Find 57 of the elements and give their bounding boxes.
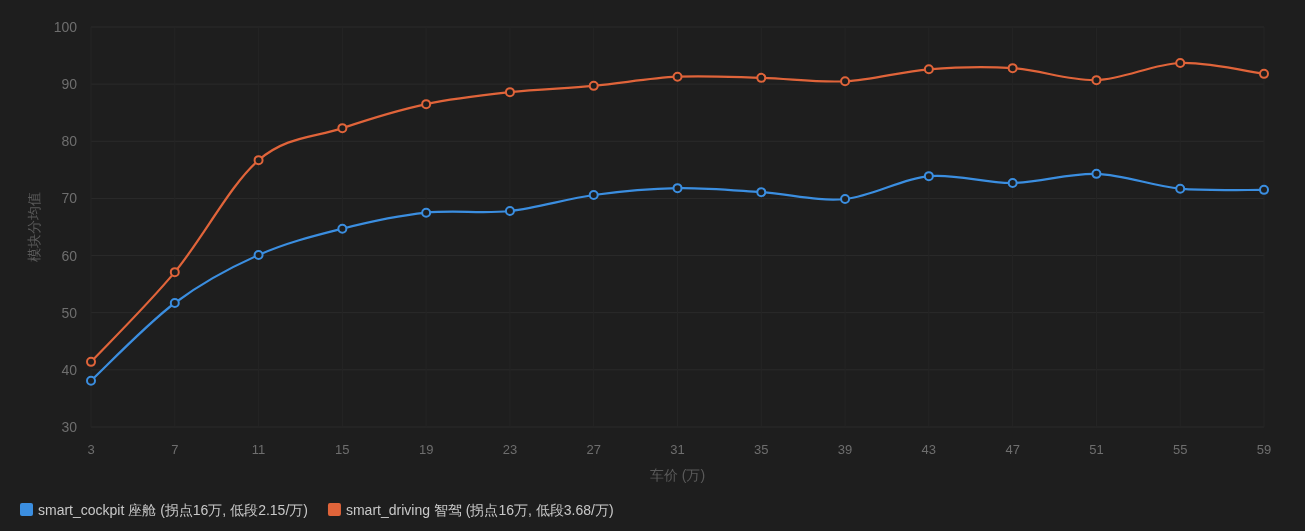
point: [756, 187, 767, 198]
x-tick-label: 47: [1005, 442, 1020, 457]
point: [1259, 68, 1269, 79]
legend-label: smart_driving 智驾 (拐点16万, 低段3.68/万): [345, 502, 614, 518]
point: [86, 356, 96, 367]
point: [1091, 168, 1102, 179]
point: [1007, 178, 1018, 188]
x-tick-label: 31: [670, 442, 685, 457]
x-tick-label: 43: [921, 442, 937, 457]
point: [1175, 183, 1186, 194]
x-tick-label: 51: [1089, 442, 1104, 457]
x-tick-label: 59: [1256, 442, 1272, 457]
point: [253, 155, 264, 166]
point: [588, 190, 599, 200]
point: [1175, 58, 1186, 68]
point: [337, 223, 348, 234]
point: [672, 183, 683, 194]
point: [588, 80, 599, 91]
point: [840, 194, 851, 204]
point: [421, 99, 432, 110]
x-tick-label: 55: [1172, 442, 1188, 457]
x-tick-label: 23: [502, 442, 518, 457]
point: [86, 375, 96, 386]
x-tick-label: 39: [837, 442, 853, 457]
point: [1091, 75, 1102, 86]
y-tick-label: 30: [61, 419, 78, 435]
x-tick-label: 35: [754, 442, 769, 457]
y-tick-label: 80: [61, 133, 78, 150]
point: [840, 76, 851, 87]
x-tick-label: 19: [418, 442, 434, 457]
point: [672, 71, 683, 82]
x-tick-label: 15: [335, 442, 350, 457]
point: [253, 250, 264, 260]
point: [504, 206, 515, 216]
y-tick-label: 40: [61, 361, 78, 378]
y-axis-title: 模块分均值: [26, 192, 42, 262]
point: [923, 171, 934, 182]
y-tick-label: 70: [61, 190, 78, 207]
x-axis-title: 车价 (万): [649, 467, 706, 483]
y-tick-label: 50: [61, 304, 78, 321]
x-tick-label: 3: [87, 442, 95, 457]
x-tick-label: 11: [251, 442, 266, 457]
y-tick-label: 90: [61, 76, 78, 93]
point: [1259, 184, 1269, 195]
legend-label: smart_cockpit 座舱 (拐点16万, 低段2.15/万): [38, 502, 308, 518]
point: [169, 267, 180, 278]
x-tick-label: 7: [171, 442, 179, 457]
point: [756, 72, 767, 83]
y-tick-label: 100: [53, 19, 78, 35]
point: [337, 123, 348, 134]
x-tick-label: 27: [586, 442, 601, 457]
point: [421, 207, 432, 218]
y-tick-label: 60: [61, 247, 78, 264]
point: [504, 87, 515, 98]
point: [1007, 63, 1018, 74]
point: [169, 298, 180, 308]
point: [923, 64, 934, 75]
